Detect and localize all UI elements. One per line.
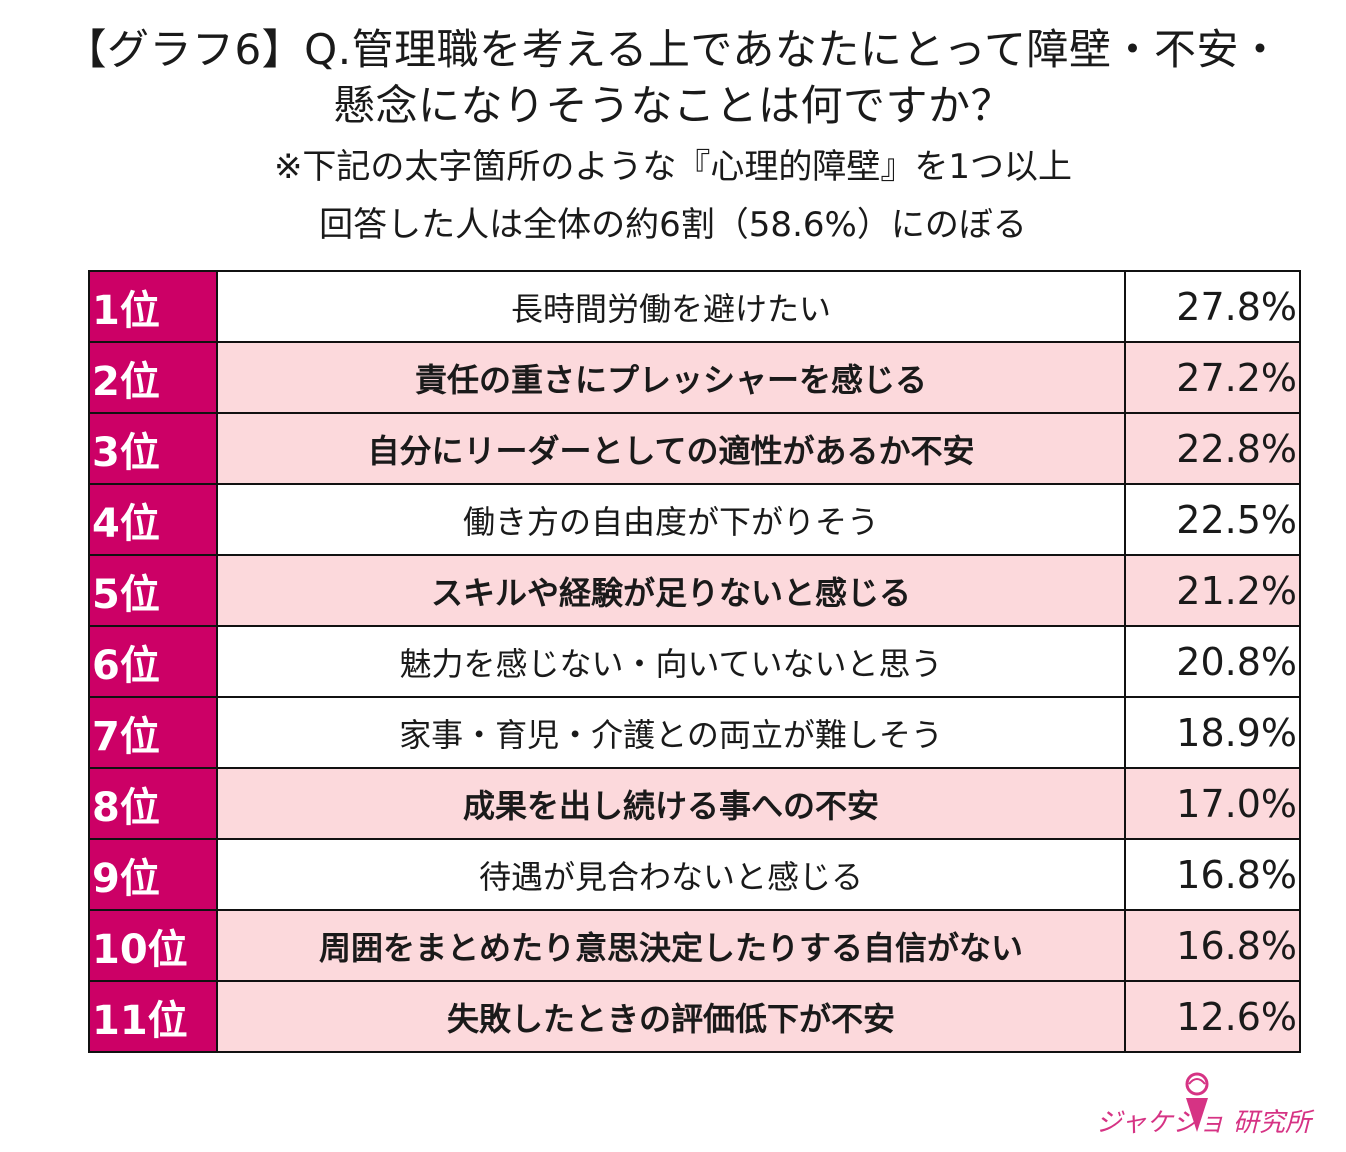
percent-value: 27.8% xyxy=(1126,272,1301,341)
logo-text: ジャケジョ 研究所 xyxy=(1096,1108,1311,1138)
subtitle-line2: 回答した人は全体の約6割（58.6%）にのぼる xyxy=(319,205,1027,245)
brand-logo: ジャケジョ 研究所 xyxy=(1096,1072,1311,1142)
table-row: 1位 長時間労働を避けたい 27.8% xyxy=(90,272,1301,343)
page-title-line1: 【グラフ6】Q.管理職を考える上であなたにとって障壁・不安・ xyxy=(64,25,1282,74)
item-label: 失敗したときの評価低下が不安 xyxy=(218,982,1126,1051)
item-label: 待遇が見合わないと感じる xyxy=(218,840,1126,909)
rank-cell: 8位 xyxy=(90,769,218,838)
rank-cell: 11位 xyxy=(90,982,218,1051)
person-icon xyxy=(1185,1072,1209,1132)
percent-value: 21.2% xyxy=(1126,556,1301,625)
percent-value: 16.8% xyxy=(1126,911,1301,980)
item-label: 長時間労働を避けたい xyxy=(218,272,1126,341)
rank-cell: 2位 xyxy=(90,343,218,412)
percent-value: 27.2% xyxy=(1126,343,1301,412)
item-label: 自分にリーダーとしての適性があるか不安 xyxy=(218,414,1126,483)
rank-cell: 10位 xyxy=(90,911,218,980)
item-label: 周囲をまとめたり意思決定したりする自信がない xyxy=(218,911,1126,980)
percent-value: 12.6% xyxy=(1126,982,1301,1051)
table-row: 5位 スキルや経験が足りないと感じる 21.2% xyxy=(90,556,1301,627)
table-row: 10位 周囲をまとめたり意思決定したりする自信がない 16.8% xyxy=(90,911,1301,982)
item-label: 働き方の自由度が下がりそう xyxy=(218,485,1126,554)
table-row: 11位 失敗したときの評価低下が不安 12.6% xyxy=(90,982,1301,1053)
item-label: スキルや経験が足りないと感じる xyxy=(218,556,1126,625)
percent-value: 17.0% xyxy=(1126,769,1301,838)
table-row: 4位 働き方の自由度が下がりそう 22.5% xyxy=(90,485,1301,556)
item-label: 家事・育児・介護との両立が難しそう xyxy=(218,698,1126,767)
ranking-table: 1位 長時間労働を避けたい 27.8% 2位 責任の重さにプレッシャーを感じる 27.2%… xyxy=(88,270,1301,1053)
percent-value: 18.9% xyxy=(1126,698,1301,767)
rank-cell: 3位 xyxy=(90,414,218,483)
table-row: 9位 待遇が見合わないと感じる 16.8% xyxy=(90,840,1301,911)
rank-cell: 5位 xyxy=(90,556,218,625)
table-row: 6位 魅力を感じない・向いていないと思う 20.8% xyxy=(90,627,1301,698)
rank-cell: 1位 xyxy=(90,272,218,341)
table-row: 3位 自分にリーダーとしての適性があるか不安 22.8% xyxy=(90,414,1301,485)
percent-value: 22.8% xyxy=(1126,414,1301,483)
table-row: 7位 家事・育児・介護との両立が難しそう 18.9% xyxy=(90,698,1301,769)
rank-cell: 9位 xyxy=(90,840,218,909)
item-label: 魅力を感じない・向いていないと思う xyxy=(218,627,1126,696)
table-row: 2位 責任の重さにプレッシャーを感じる 27.2% xyxy=(90,343,1301,414)
table-row: 8位 成果を出し続ける事への不安 17.0% xyxy=(90,769,1301,840)
item-label: 責任の重さにプレッシャーを感じる xyxy=(218,343,1126,412)
rank-cell: 4位 xyxy=(90,485,218,554)
subtitle-line1: ※下記の太字箇所のような『心理的障壁』を1つ以上 xyxy=(273,147,1073,187)
percent-value: 22.5% xyxy=(1126,485,1301,554)
rank-cell: 7位 xyxy=(90,698,218,767)
item-label: 成果を出し続ける事への不安 xyxy=(218,769,1126,838)
percent-value: 16.8% xyxy=(1126,840,1301,909)
page-title-line2: 懸念になりそうなことは何ですか？ xyxy=(332,81,1013,130)
rank-cell: 6位 xyxy=(90,627,218,696)
percent-value: 20.8% xyxy=(1126,627,1301,696)
